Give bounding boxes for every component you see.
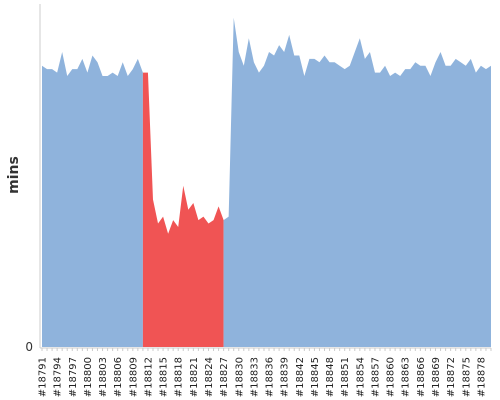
area-segment — [223, 17, 491, 347]
x-tick-label: #18830 — [234, 357, 245, 397]
x-tick-label: #18851 — [340, 357, 351, 397]
x-tick-label: #18863 — [401, 357, 412, 397]
x-tick-label: #18800 — [83, 357, 94, 397]
x-tick-label: #18824 — [204, 357, 215, 397]
x-tick-label: #18854 — [355, 357, 366, 397]
x-tick-labels: #18791 #18794 #18797 #18800 #18803 #18806 #188… — [38, 348, 492, 397]
y-axis-label: mins — [6, 156, 22, 194]
x-tick-label: #18875 — [461, 357, 472, 397]
x-tick-label: #18872 — [446, 357, 457, 397]
y-tick-labels: 0 — [25, 340, 33, 354]
x-tick-label: #18845 — [310, 357, 321, 397]
x-tick-label: #18878 — [476, 357, 487, 397]
x-tick-label: #18791 — [38, 357, 49, 397]
x-tick-label: #18827 — [219, 357, 230, 397]
x-tick-label: #18818 — [174, 357, 185, 397]
y-tick-label: 0 — [25, 340, 33, 354]
x-tick-label: #18812 — [143, 357, 154, 397]
x-tick-label: #18815 — [159, 357, 170, 397]
highlighted-area-segment — [142, 72, 224, 347]
area-segment — [42, 52, 143, 348]
x-tick-label: #18860 — [386, 357, 397, 397]
x-tick-label: #18821 — [189, 357, 200, 397]
x-tick-label: #18848 — [325, 357, 336, 397]
x-tick-label: #18836 — [265, 357, 276, 397]
x-tick-label: #18806 — [113, 357, 124, 397]
x-tick-label: #18803 — [98, 357, 109, 397]
x-tick-label: #18869 — [431, 357, 442, 397]
x-tick-label: #18797 — [68, 357, 79, 397]
x-tick-label: #18833 — [249, 357, 260, 397]
x-tick-label: #18809 — [128, 357, 139, 397]
x-tick-label: #18839 — [280, 357, 291, 397]
area-series-group — [42, 17, 491, 348]
x-tick-label: #18857 — [370, 357, 381, 397]
x-tick-label: #18842 — [295, 357, 306, 397]
x-tick-label: #18866 — [416, 357, 427, 397]
x-tick-label: #18794 — [53, 357, 64, 397]
